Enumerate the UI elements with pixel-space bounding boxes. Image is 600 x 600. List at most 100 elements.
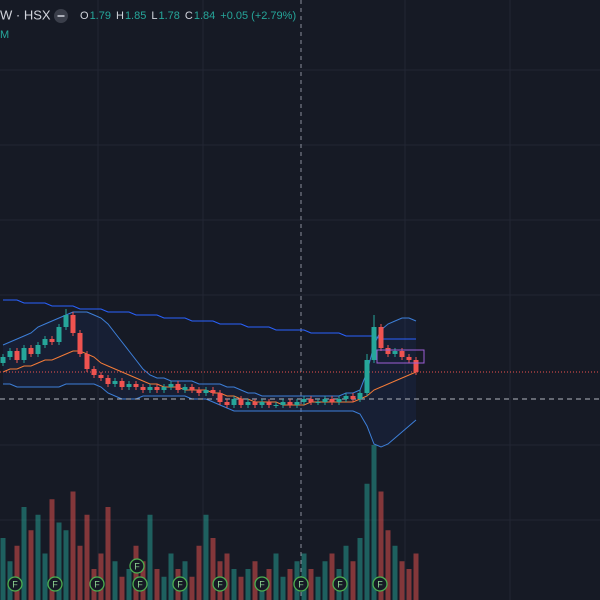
candle-body [413, 360, 419, 372]
event-marker [7, 576, 23, 592]
event-marker [172, 576, 188, 592]
candle-body [364, 360, 370, 393]
volume-bar [21, 507, 27, 600]
candle-body [28, 348, 34, 354]
candle-body [182, 387, 188, 390]
candle-body [140, 387, 146, 390]
candle-body [315, 402, 321, 403]
candle-body [280, 402, 286, 405]
candle-body [238, 399, 244, 405]
candle-body [217, 393, 223, 402]
candle-body [35, 345, 41, 354]
candle-body [357, 393, 363, 399]
event-marker-label: F [259, 579, 265, 589]
candle-body [126, 384, 132, 387]
event-marker [212, 576, 228, 592]
candle-body [203, 390, 209, 393]
volume-bar [406, 569, 412, 600]
selection-box [376, 349, 425, 364]
volume-bar [301, 553, 307, 600]
volume-bar [399, 561, 405, 600]
candle-body [231, 399, 237, 405]
volume-bar [77, 545, 83, 600]
legend-key: C [185, 10, 193, 22]
volume-bar [147, 514, 153, 600]
candle-body [21, 348, 27, 360]
ohlc-legend: O 1.79 H 1.85 L 1.78 C 1.84 +0.05 (+2.79%) [80, 10, 296, 22]
candle-body [70, 315, 76, 333]
candle-body [196, 390, 202, 393]
band-fill [3, 312, 416, 447]
indicator-line [3, 383, 417, 448]
candle-body [308, 399, 314, 402]
volume-bar [0, 538, 6, 600]
volume-bar [224, 553, 230, 600]
event-marker [293, 576, 309, 592]
volume-bar [168, 553, 174, 600]
volume-bar [105, 507, 111, 600]
candle-body [273, 405, 279, 406]
indicator-line [2, 311, 417, 397]
volume-bar [70, 491, 76, 600]
candle-body [343, 396, 349, 399]
candle-body [378, 327, 384, 348]
volume-bar [98, 553, 104, 600]
event-marker [132, 576, 148, 592]
event-marker-label: F [298, 579, 304, 589]
event-marker-label: F [94, 579, 100, 589]
symbol: W · HSX [0, 7, 51, 22]
volume-bar [308, 569, 314, 600]
volume-bar [203, 514, 209, 600]
volume-bar [42, 553, 48, 600]
candle-body [371, 327, 377, 360]
legend-value: 1.84 [194, 10, 215, 22]
volume-bar [245, 569, 251, 600]
candle-body [56, 327, 62, 342]
candle-body [224, 402, 230, 405]
candle-body [84, 354, 90, 369]
candle-body [399, 351, 405, 357]
volume-bar [56, 522, 62, 600]
volume-bar [238, 576, 244, 600]
volume-bar [49, 499, 55, 600]
volume-bar [315, 576, 321, 600]
volume-bar [392, 545, 398, 600]
event-marker-label: F [217, 579, 223, 589]
volume-bar [280, 576, 286, 600]
event-marker-label: F [12, 579, 18, 589]
candle-body [147, 387, 153, 390]
volume-bar [350, 561, 356, 600]
volume-bar [364, 483, 370, 600]
candle-body [168, 384, 174, 387]
candle-body [7, 351, 13, 357]
candle-body [133, 384, 139, 387]
volume-bar [84, 514, 90, 600]
volume-bar [112, 561, 118, 600]
candle-body [210, 390, 216, 393]
volume-bar [161, 576, 167, 600]
legend-change: +0.05 (+2.79%) [220, 10, 296, 22]
candle-body [189, 387, 195, 390]
candle-body [301, 399, 307, 402]
legend-value: 1.79 [90, 10, 111, 22]
legend-key: L [151, 10, 157, 22]
volume-bar [273, 553, 279, 600]
candle-body [259, 402, 265, 405]
candle-body [161, 387, 167, 390]
candle-body [112, 381, 118, 384]
candle-body [294, 402, 300, 405]
volume-bar [35, 514, 41, 600]
candle-body [154, 387, 160, 390]
candle-body [329, 399, 335, 402]
plot: F F FFF F F F F F F [0, 299, 600, 600]
volume-bar [231, 569, 237, 600]
candle-body [350, 396, 356, 399]
candle-body [392, 351, 398, 354]
event-marker-label: F [137, 579, 143, 589]
event-marker-label: F [177, 579, 183, 589]
candle-body [175, 384, 181, 390]
volume-bar [329, 553, 335, 600]
candle-body [266, 402, 272, 405]
